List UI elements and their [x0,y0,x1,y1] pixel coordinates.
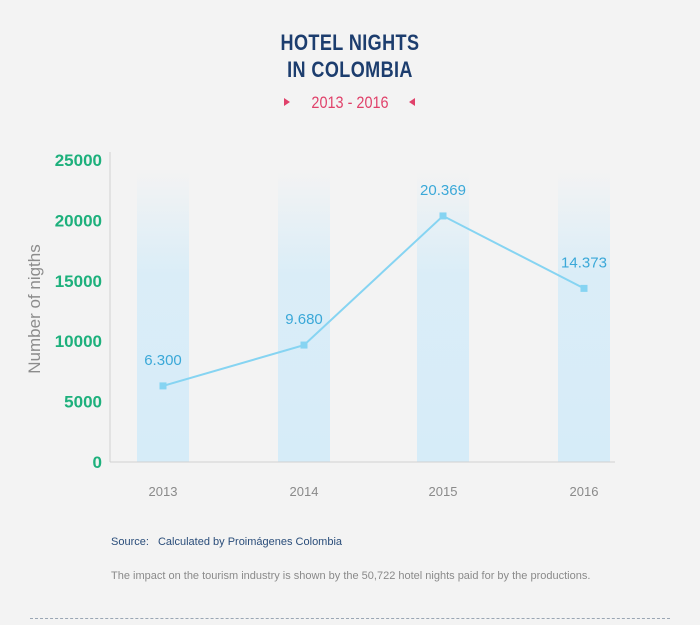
data-point [580,284,588,292]
series-line [162,214,585,387]
triangle-right-icon [284,98,290,106]
data-label: 14.373 [561,254,607,271]
source-note: Source: Calculated by Proimágenes Colomb… [111,536,342,548]
y-tick-label: 0 [93,453,102,472]
y-tick-label: 5000 [64,393,102,412]
source-label: Source: [111,536,149,548]
y-tick-label: 25000 [55,151,102,170]
data-label: 9.680 [285,311,323,328]
x-tick-label: 2013 [149,484,178,499]
subtitle-row: 2013 - 2016 [0,93,700,113]
data-point [439,212,447,220]
data-point [300,341,308,349]
footnote: The impact on the tourism industry is sh… [111,570,591,582]
triangle-left-icon [409,98,415,106]
column-band-2016 [558,172,610,462]
column-band-2015 [417,172,469,462]
chart-title-line2: IN COLOMBIA [287,57,413,82]
line-chart: 0 5000 10000 15000 20000 25000 2013 2014 2015 20… [25,151,615,499]
y-tick-label: 10000 [55,332,102,351]
column-band-2013 [137,172,189,462]
chart-subtitle: 2013 - 2016 [311,93,389,112]
y-axis-label: Number of nigths [25,244,44,373]
x-tick-label: 2015 [429,484,458,499]
dashed-divider [30,618,670,619]
y-tick-label: 20000 [55,211,102,230]
column-band-2014 [278,172,330,462]
data-label: 20.369 [420,182,466,199]
x-tick-label: 2016 [570,484,599,499]
data-label: 6.300 [144,352,182,369]
y-tick-label: 15000 [55,272,102,291]
source-text: Calculated by Proimágenes Colombia [157,536,343,548]
data-point [159,382,167,390]
chart-title-line1: HOTEL NIGHTS [280,30,420,55]
x-tick-label: 2014 [290,484,319,499]
